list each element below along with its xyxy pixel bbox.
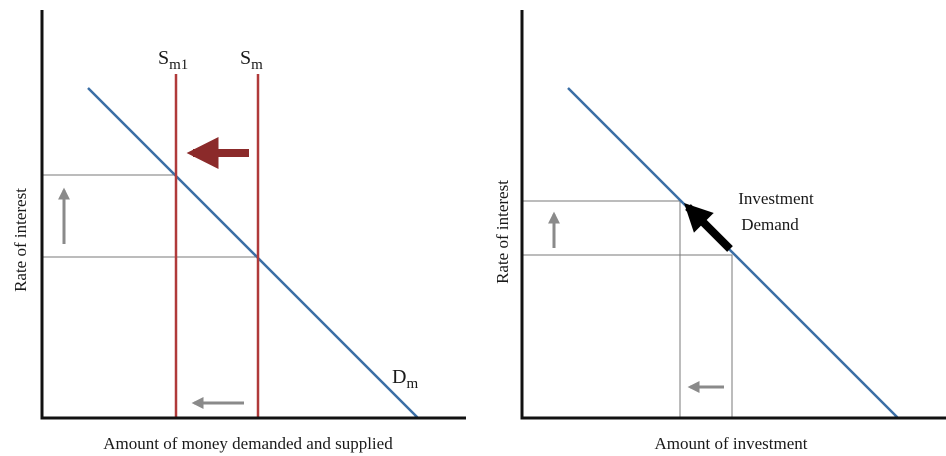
supply-label-sm1: Sm1: [158, 47, 188, 73]
investment-demand-curve: [567, 87, 899, 419]
investment-y-axis-label: Rate of interest: [493, 180, 512, 284]
investment-axes: [520, 10, 946, 420]
money-x-axis-label: Amount of money demanded and supplied: [103, 434, 393, 453]
money-market-panel: Sm1 Sm Dm Rate of interest Amount of mon…: [11, 10, 466, 453]
money-axes: [40, 10, 466, 420]
movement-along-demand-arrow: [684, 203, 733, 252]
money-y-axis-label: Rate of interest: [11, 188, 30, 292]
investment-x-axis-label: Amount of investment: [655, 434, 808, 453]
guide-high-rate-inv: [522, 200, 681, 418]
investment-panel: Investment Demand Rate of interest Amount…: [493, 10, 946, 453]
money-demand-curve: [87, 87, 419, 419]
supply-label-sm: Sm: [240, 47, 263, 73]
investment-demand-label: Investment Demand: [738, 189, 814, 234]
guide-low-rate-inv: [522, 254, 733, 418]
demand-label-dm: Dm: [392, 366, 418, 392]
